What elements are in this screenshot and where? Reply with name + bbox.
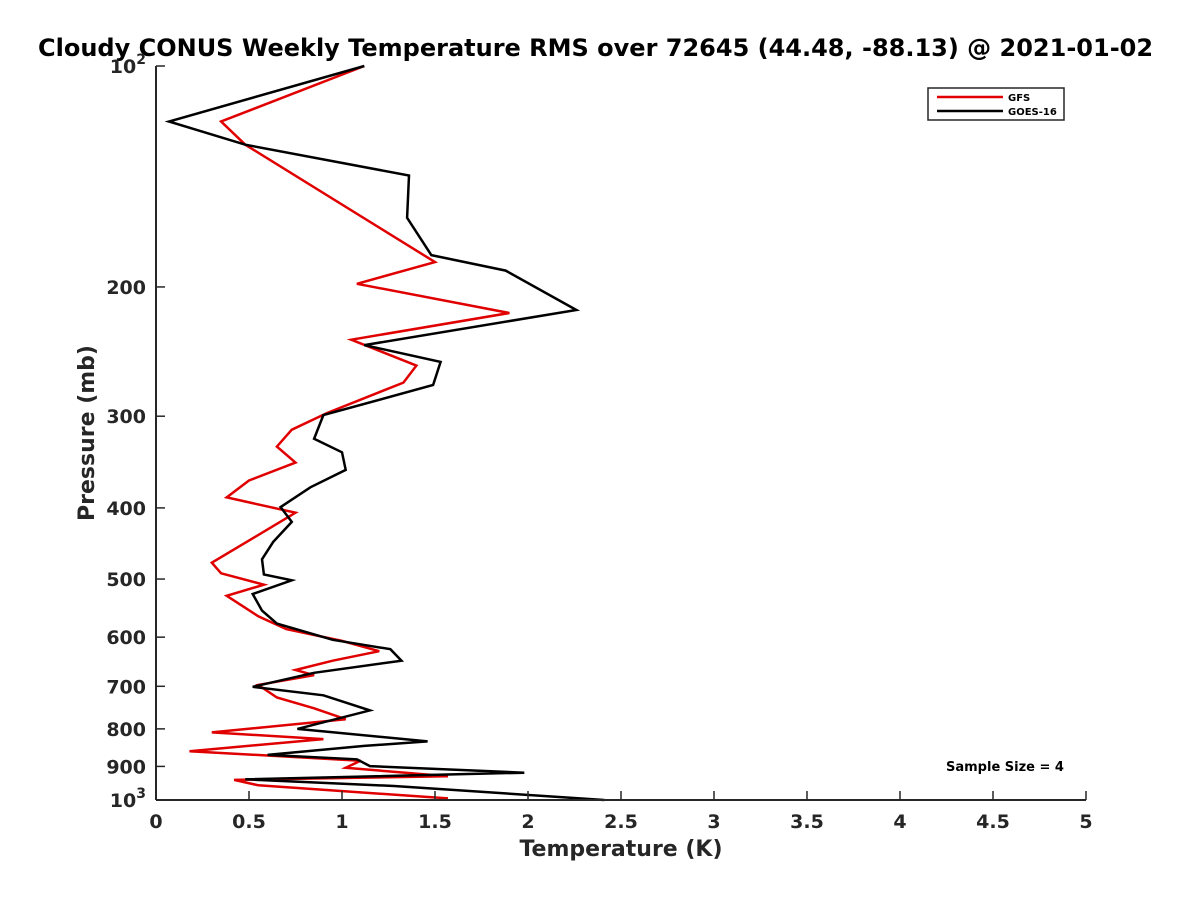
x-tick-label: 2 [521,811,534,833]
y-axis-label: Pressure (mb) [75,345,100,521]
x-tick-label: 2.5 [604,811,638,833]
x-tick-label: 4.5 [976,811,1010,833]
y-tick-label: 103 [110,786,146,812]
legend-label-gfs: GFS [1008,93,1030,104]
x-tick-label: 0.5 [232,811,266,833]
y-tick-label: 102 [110,52,146,78]
plot-area [164,64,605,802]
chart-title: Cloudy CONUS Weekly Temperature RMS over… [38,34,1153,62]
x-axis-ticks: 0 0.5 1 1.5 2 2.5 3 3.5 4 4.5 5 [149,791,1093,833]
x-tick-label: 4 [893,811,906,833]
x-tick-label: 0 [149,811,162,833]
y-tick-label: 800 [106,719,146,741]
y-tick-label: 900 [106,756,146,778]
x-axis-label: Temperature (K) [519,837,722,862]
legend-box [927,87,1065,121]
x-tick-label: 1 [335,811,348,833]
series-line-gfs [189,64,510,800]
legend-label-goes16: GOES-16 [1008,107,1057,118]
y-tick-label: 700 [106,676,146,698]
sample-size-annotation: Sample Size = 4 [946,760,1064,775]
series-line-goes16 [164,64,605,802]
y-tick-label: 200 [106,277,146,299]
x-tick-label: 5 [1079,811,1092,833]
legend: GFS GOES-16 [927,87,1065,121]
x-tick-label: 3.5 [790,811,824,833]
y-tick-label: 300 [106,406,146,428]
y-axis-ticks: 102 200 300 400 500 600 700 800 900 103 [106,52,165,812]
x-tick-label: 1.5 [418,811,452,833]
y-tick-label: 400 [106,498,146,520]
x-tick-label: 3 [707,811,720,833]
y-tick-label: 500 [106,569,146,591]
y-tick-label: 600 [106,627,146,649]
